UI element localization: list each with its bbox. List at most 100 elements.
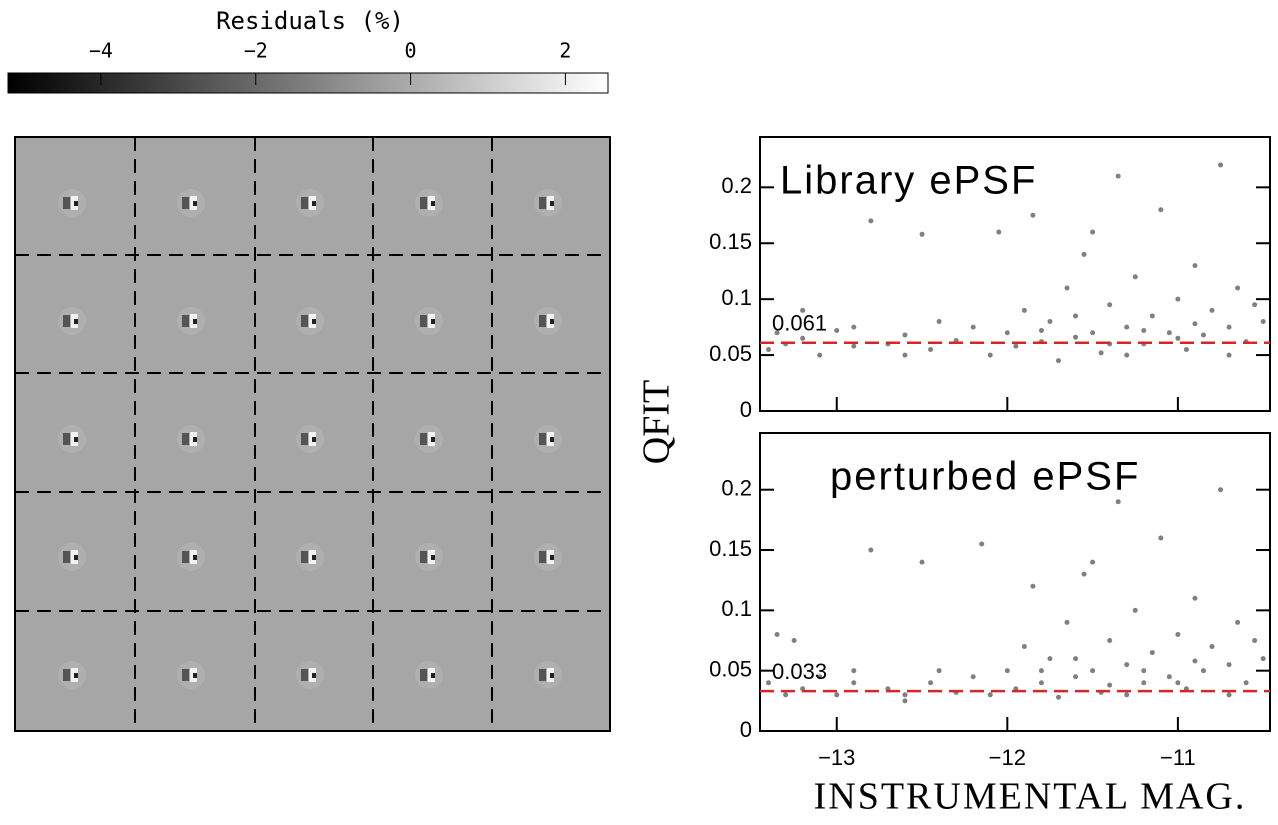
point <box>1149 313 1155 319</box>
point <box>1252 302 1258 308</box>
stamp-dark <box>420 433 427 445</box>
stamp-dark <box>420 669 427 681</box>
point <box>1226 662 1232 668</box>
colorbar-tick-label: −2 <box>244 39 268 63</box>
point <box>1175 680 1181 686</box>
point <box>1124 324 1130 330</box>
stamp-core <box>431 201 435 206</box>
point <box>851 680 857 686</box>
point <box>1243 680 1249 686</box>
point <box>1235 619 1241 625</box>
colorbar <box>7 72 609 94</box>
point <box>1004 668 1010 674</box>
point <box>1081 251 1087 257</box>
point <box>970 324 976 330</box>
point <box>868 218 874 224</box>
point <box>1064 285 1070 291</box>
point <box>1166 330 1172 336</box>
stamp-core <box>550 201 554 206</box>
stamp-dark <box>301 197 308 209</box>
stamp-dark <box>420 551 427 563</box>
colorbar-tick-label: −4 <box>89 39 113 63</box>
point <box>1064 619 1070 625</box>
stamp-core <box>312 437 316 442</box>
point <box>1038 327 1044 333</box>
plot-frame <box>759 136 1271 412</box>
point <box>1124 692 1130 698</box>
point <box>1004 330 1010 336</box>
stamp-dark <box>63 433 70 445</box>
stamp-dark <box>182 551 189 563</box>
point <box>936 319 942 325</box>
point <box>1158 535 1164 541</box>
stamp-dark <box>539 669 546 681</box>
point <box>1090 668 1096 674</box>
point <box>868 547 874 553</box>
point <box>1141 327 1147 333</box>
point <box>970 674 976 680</box>
annotation: Library ePSF <box>780 159 1037 203</box>
reference-label: 0.033 <box>772 659 827 684</box>
point <box>1175 296 1181 302</box>
y-tick-label: 0.05 <box>709 656 752 681</box>
point <box>834 327 840 333</box>
point <box>979 541 985 547</box>
point <box>1107 638 1113 644</box>
stamp-dark <box>539 433 546 445</box>
point <box>817 352 823 358</box>
point <box>1030 583 1036 589</box>
point <box>1107 682 1113 688</box>
point <box>1090 330 1096 336</box>
point <box>902 352 908 358</box>
stamp-core <box>74 673 78 678</box>
stamp-dark <box>539 315 546 327</box>
reference-label: 0.061 <box>772 311 827 336</box>
stamp-core <box>193 673 197 678</box>
stamp-core <box>431 673 435 678</box>
stamp-core <box>550 437 554 442</box>
point <box>1141 680 1147 686</box>
stamp-core <box>74 437 78 442</box>
point <box>1107 302 1113 308</box>
point <box>1090 559 1096 565</box>
point <box>1252 638 1258 644</box>
point <box>1013 343 1019 349</box>
point <box>928 680 934 686</box>
point <box>817 674 823 680</box>
point <box>919 559 925 565</box>
stamp-dark <box>182 433 189 445</box>
point <box>1030 212 1036 218</box>
stamp-dark <box>63 197 70 209</box>
stamp-dark <box>420 315 427 327</box>
stamp-core <box>74 555 78 560</box>
stamp-core <box>431 437 435 442</box>
x-tick-label: −13 <box>818 745 855 770</box>
point <box>1209 644 1215 650</box>
point <box>1081 571 1087 577</box>
point <box>1175 631 1181 637</box>
point <box>996 229 1002 235</box>
point <box>1098 350 1104 356</box>
y-tick-label: 0.05 <box>709 341 752 366</box>
point <box>1149 650 1155 656</box>
point <box>1218 487 1224 493</box>
point <box>919 231 925 237</box>
point <box>851 668 857 674</box>
point <box>1226 324 1232 330</box>
point <box>1038 668 1044 674</box>
point <box>1235 285 1241 291</box>
colorbar-tick-label: 2 <box>559 39 571 63</box>
stamp-dark <box>182 315 189 327</box>
point <box>1192 263 1198 269</box>
point <box>1073 674 1079 680</box>
point <box>1090 229 1096 235</box>
point <box>1047 656 1053 662</box>
point <box>1073 313 1079 319</box>
point <box>766 680 772 686</box>
stamp-core <box>312 673 316 678</box>
point <box>1226 352 1232 358</box>
stamp-core <box>550 319 554 324</box>
point <box>1192 321 1198 327</box>
stamp-dark <box>539 551 546 563</box>
stamp-core <box>193 555 197 560</box>
